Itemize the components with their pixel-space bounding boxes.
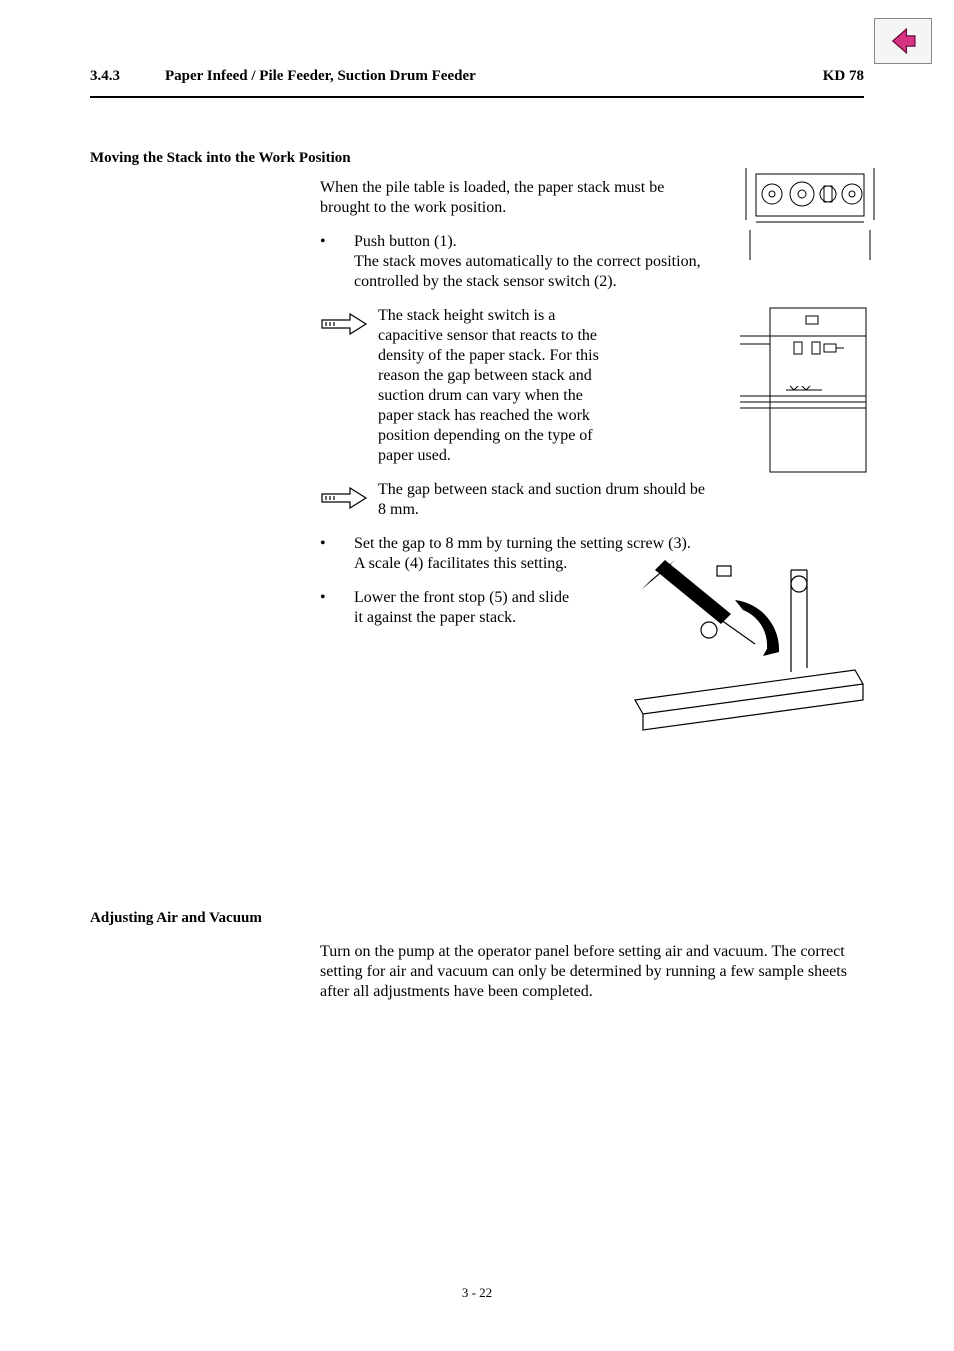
section-number: 3.4.3 [90, 68, 120, 85]
bullet-push-button: Push button (1). The stack moves automat… [320, 232, 715, 292]
bullet-line: Lower the front stop (5) and slide it ag… [354, 589, 569, 626]
back-arrow-icon [886, 24, 920, 58]
subheading-work-position: Moving the Stack into the Work Position [90, 150, 351, 167]
model-heading: KD 78 [823, 68, 864, 85]
note-capacitive-sensor: The stack height switch is a capacitive … [320, 306, 620, 466]
front-stop-diagram [595, 560, 875, 760]
header-rule [90, 96, 864, 98]
note-text: The stack height switch is a capacitive … [378, 307, 599, 464]
intro-para: When the pile table is loaded, the paper… [320, 178, 715, 218]
page-number: 3 - 22 [0, 1285, 954, 1301]
air-vacuum-para: Turn on the pump at the operator panel b… [320, 942, 880, 1002]
pointing-hand-icon [320, 480, 370, 516]
control-panel-diagram [740, 160, 880, 270]
subheading-air-vacuum: Adjusting Air and Vacuum [90, 910, 262, 927]
page: 3.4.3 Paper Infeed / Pile Feeder, Suctio… [0, 0, 954, 1351]
stack-sensor-diagram [740, 300, 880, 480]
note-gap-8mm: The gap between stack and suction drum s… [320, 480, 715, 520]
bullet-line: The stack moves automatically to the cor… [354, 252, 715, 292]
air-vacuum-text: Turn on the pump at the operator panel b… [320, 942, 880, 1016]
bullet-lower-front-stop: Lower the front stop (5) and slide it ag… [320, 588, 570, 628]
back-button[interactable] [874, 18, 932, 64]
bullet-line: Push button (1). [354, 232, 715, 252]
note-text: The gap between stack and suction drum s… [378, 481, 705, 518]
bullet-line: Set the gap to 8 mm by turning the setti… [354, 534, 715, 554]
pointing-hand-icon [320, 306, 370, 342]
section-title: Paper Infeed / Pile Feeder, Suction Drum… [165, 68, 476, 85]
